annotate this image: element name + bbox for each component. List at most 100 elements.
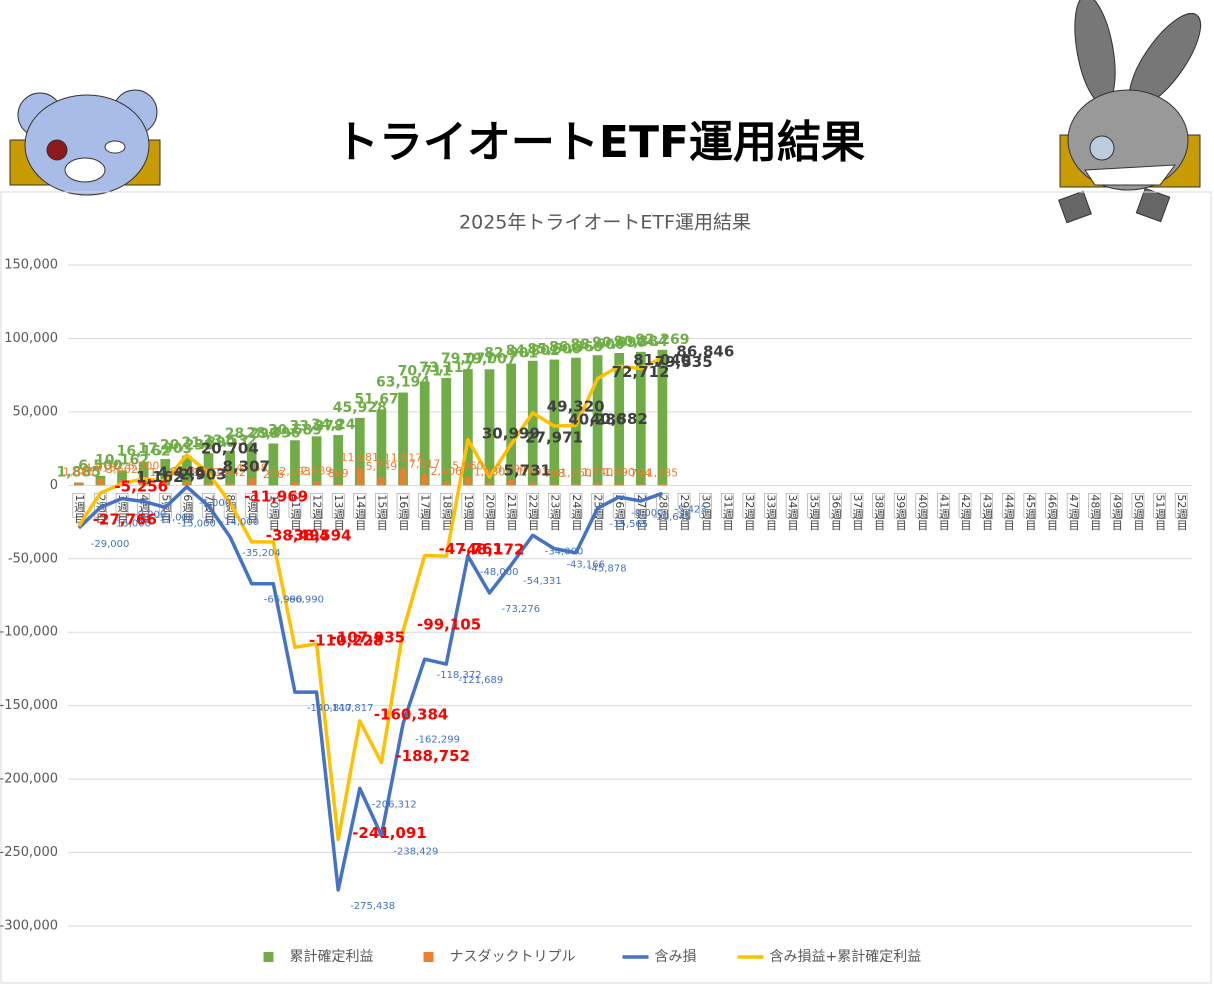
- data-label: -45,878: [588, 564, 627, 575]
- data-label: 40,882: [590, 410, 648, 428]
- data-label: -162,299: [415, 735, 460, 746]
- data-label: -5,423: [674, 504, 706, 515]
- x-tick-label: 16週目: [397, 494, 410, 530]
- x-tick-label: 24週目: [570, 494, 583, 530]
- x-tick-label: 32週目: [743, 494, 756, 530]
- data-label: -140,817: [329, 703, 374, 714]
- x-tick-label: 17週目: [419, 494, 432, 530]
- bar: [638, 484, 644, 485]
- x-tick-label: 19週目: [462, 494, 475, 530]
- x-tick-label: 49週目: [1110, 494, 1123, 530]
- x-tick-label: 46週目: [1046, 494, 1059, 530]
- x-tick-label: 35週目: [808, 494, 821, 530]
- legend-swatch: [424, 952, 434, 962]
- data-label: 869: [328, 467, 349, 480]
- x-tick-label: 47週目: [1067, 494, 1080, 530]
- data-label: -29,000: [91, 539, 130, 550]
- legend-label: 累計確定利益: [290, 949, 374, 965]
- bar: [76, 483, 82, 486]
- y-tick-label: -150,000: [0, 698, 58, 713]
- y-tick-label: -250,000: [0, 845, 58, 860]
- data-label: -188,752: [395, 747, 470, 765]
- legend-label: ナスダックトリプル: [450, 949, 576, 965]
- bar: [312, 436, 322, 485]
- x-tick-label: 22週目: [527, 494, 540, 530]
- data-label: 5,731: [504, 461, 551, 479]
- y-tick-label: -200,000: [0, 772, 58, 787]
- y-tick-label: 100,000: [4, 331, 58, 346]
- x-tick-label: 41週目: [937, 494, 950, 530]
- legend-label: 含み損: [655, 949, 697, 965]
- y-tick-label: -300,000: [0, 919, 58, 934]
- data-label: -121,689: [458, 675, 503, 686]
- data-label: 8,307: [223, 458, 270, 476]
- y-tick-label: 50,000: [13, 404, 59, 419]
- bar: [530, 483, 536, 486]
- bear-mascot: [10, 90, 160, 195]
- x-tick-label: 43週目: [981, 494, 994, 530]
- data-label: -14,000: [221, 517, 260, 528]
- y-tick-label: -100,000: [0, 625, 58, 640]
- legend-label: 含み損益+累計確定利益: [770, 949, 922, 965]
- data-label: -99,105: [417, 615, 481, 633]
- data-label: -238,429: [393, 847, 438, 858]
- x-tick-label: 25週目: [592, 494, 605, 530]
- x-tick-label: 34週目: [786, 494, 799, 530]
- x-tick-label: 20週目: [484, 494, 497, 530]
- y-tick-label: 150,000: [4, 258, 58, 273]
- data-label: -11,969: [244, 487, 308, 505]
- data-label: 34,247: [311, 417, 365, 433]
- bar: [249, 478, 255, 485]
- bar: [290, 440, 300, 485]
- legend-swatch: [264, 952, 274, 962]
- x-tick-label: 48週目: [1089, 494, 1102, 530]
- bar: [292, 482, 298, 485]
- chart-title: 2025年トライオートETF運用結果: [459, 212, 751, 234]
- x-tick-label: 42週目: [959, 494, 972, 530]
- data-label: 2,903: [179, 466, 226, 484]
- bar: [357, 468, 363, 485]
- x-tick-label: 39週目: [894, 494, 907, 530]
- x-tick-label: 40週目: [916, 494, 929, 530]
- data-label: -66,990: [285, 595, 324, 606]
- bar: [378, 477, 384, 485]
- bar: [227, 483, 233, 485]
- data-label: -48,000: [480, 567, 519, 578]
- bar: [400, 468, 406, 485]
- bar: [465, 477, 471, 486]
- bar: [551, 484, 557, 485]
- data-label: -35,204: [242, 548, 281, 559]
- data-label: -38,594: [287, 527, 351, 545]
- data-label: 51,677: [354, 391, 408, 407]
- data-label: -34,000: [545, 546, 584, 557]
- data-label: 86,846: [676, 342, 734, 360]
- bar: [486, 482, 492, 485]
- bar: [422, 474, 428, 485]
- data-label: -54,331: [523, 576, 562, 587]
- x-tick-label: 33週目: [765, 494, 778, 530]
- x-tick-label: 37週目: [851, 494, 864, 530]
- x-tick-label: 45週目: [1024, 494, 1037, 530]
- x-tick-label: 15週目: [375, 494, 388, 530]
- data-label: 1,385: [647, 466, 679, 479]
- data-label: -73,276: [502, 604, 541, 615]
- bar: [659, 483, 665, 485]
- data-label: -48,172: [460, 541, 524, 559]
- x-tick-label: 51週目: [1154, 494, 1167, 530]
- bar: [616, 483, 622, 485]
- x-tick-label: 50週目: [1132, 494, 1145, 530]
- x-tick-label: 12週目: [311, 494, 324, 530]
- bar: [377, 409, 387, 485]
- data-label: -107,935: [331, 628, 406, 646]
- x-tick-label: 31週目: [721, 494, 734, 530]
- data-label: -275,438: [350, 901, 395, 912]
- data-label: -241,091: [352, 824, 427, 842]
- data-label: -1,000: [199, 498, 231, 509]
- data-label: -27,766: [93, 511, 157, 529]
- x-tick-label: 23週目: [548, 494, 561, 530]
- x-tick-label: 38週目: [873, 494, 886, 530]
- data-label: 27,971: [525, 429, 583, 447]
- x-tick-label: 52週目: [1175, 494, 1188, 530]
- bar: [314, 481, 320, 485]
